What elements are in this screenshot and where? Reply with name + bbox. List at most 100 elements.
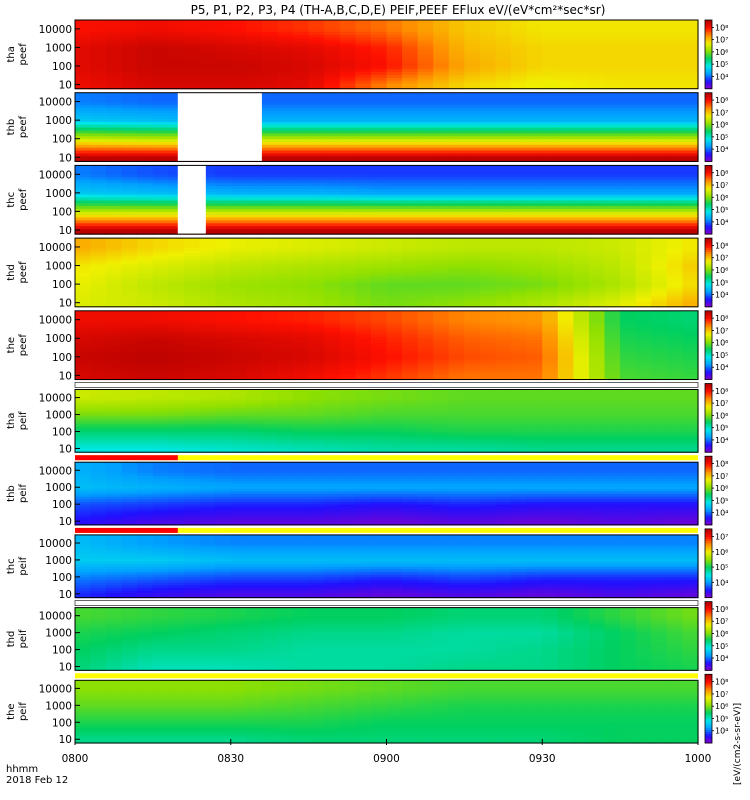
spectrogram-cell xyxy=(106,98,123,102)
spectrogram-cell xyxy=(464,54,481,58)
spectrogram-cell xyxy=(339,62,356,67)
spectrogram-cell xyxy=(324,71,341,75)
spectrogram-cell xyxy=(152,74,170,78)
spectrogram-cell xyxy=(386,40,403,44)
spectrogram-cell xyxy=(355,95,372,100)
spectrogram-cell xyxy=(433,68,450,73)
spectrogram-cell xyxy=(152,109,170,114)
spectrogram-cell xyxy=(386,121,403,125)
spectrogram-cell xyxy=(635,82,652,87)
spectrogram-cell xyxy=(293,20,310,24)
spectrogram-cell xyxy=(324,112,341,117)
spectrogram-cell xyxy=(479,48,497,53)
spectrogram-cell xyxy=(293,92,310,97)
spectrogram-cell xyxy=(542,85,559,90)
y-tick-label: 1000 xyxy=(45,261,72,273)
colorbar-tick-label: 10⁴ xyxy=(715,218,728,227)
spectrogram-cell xyxy=(90,51,107,55)
colorbar-tick-label: 10⁶ xyxy=(715,121,728,130)
spectrogram-cell xyxy=(137,77,154,81)
spectrogram-cell xyxy=(293,37,310,41)
spectrogram-cell xyxy=(370,138,388,142)
spectrogram-cell xyxy=(184,54,201,58)
colorbar-segment xyxy=(705,46,712,50)
spectrogram-cell xyxy=(137,54,154,58)
spectrogram-cell xyxy=(479,68,497,73)
spectrogram-cell xyxy=(666,51,684,55)
spectrogram-cell xyxy=(324,25,341,30)
spectrogram-cell xyxy=(386,37,403,41)
spectrogram-cell xyxy=(573,37,590,41)
spectrogram-cell xyxy=(604,82,621,87)
spectrogram-cell xyxy=(511,68,528,73)
spectrogram-cell xyxy=(573,51,590,55)
spectrogram-cell xyxy=(168,92,185,97)
spectrogram-cell xyxy=(635,92,652,97)
spectrogram-cell xyxy=(604,31,621,35)
spectrogram-cell xyxy=(339,121,356,125)
spectrogram-cell xyxy=(402,54,419,58)
spectrogram-cell xyxy=(355,54,372,58)
spectrogram-cell xyxy=(402,101,419,105)
spectrogram-cell xyxy=(370,107,388,111)
spectrogram-cell xyxy=(355,144,372,148)
spectrogram-cell xyxy=(277,34,294,38)
spectrogram-cell xyxy=(433,54,450,58)
spectrogram-cell xyxy=(324,98,341,102)
spectrogram-cell xyxy=(651,20,668,24)
spectrogram-cell xyxy=(121,65,138,70)
spectrogram-cell xyxy=(651,48,668,53)
spectrogram-cell xyxy=(308,45,325,50)
spectrogram-cell xyxy=(277,57,294,61)
spectrogram-cell xyxy=(355,135,372,140)
spectrogram-cell xyxy=(121,77,138,81)
spectrogram-cell xyxy=(620,85,637,90)
spectrogram-cell xyxy=(604,57,621,61)
spectrogram-cell xyxy=(339,144,356,148)
spectrogram-cell xyxy=(682,28,699,33)
spectrogram-cell xyxy=(370,85,388,90)
spectrogram-cell xyxy=(137,82,154,87)
spectrogram-cell xyxy=(293,127,310,131)
spectrogram-cell xyxy=(620,238,637,242)
spectrogram-cell xyxy=(417,28,434,33)
spectrogram-cell xyxy=(464,40,481,44)
spectrogram-cell xyxy=(152,68,170,73)
spectrogram-cell xyxy=(355,112,372,117)
spectrogram-cell xyxy=(199,34,216,38)
spectrogram-cell xyxy=(75,155,92,160)
spectrogram-cell xyxy=(339,54,356,58)
spectrogram-cell xyxy=(246,45,263,50)
spectrogram-cell xyxy=(355,57,372,61)
spectrogram-cell xyxy=(433,25,450,30)
spectrogram-cell xyxy=(106,138,123,142)
spectrogram-cell xyxy=(339,124,356,128)
spectrogram-cell xyxy=(293,129,310,134)
spectrogram-cell xyxy=(370,31,388,35)
spectrogram-cell xyxy=(402,141,419,145)
spectrogram-cell xyxy=(121,92,138,97)
spectrogram-cell xyxy=(666,85,684,90)
spectrogram-cell xyxy=(199,62,216,67)
spectrogram-cell xyxy=(168,141,185,145)
spectrogram-cell xyxy=(152,95,170,100)
spectrogram-cell xyxy=(90,28,107,33)
spectrogram-cell xyxy=(464,71,481,75)
spectrogram-cell xyxy=(324,37,341,41)
colorbar-segment xyxy=(705,73,712,76)
spectrogram-cell xyxy=(324,40,341,44)
spectrogram-cell xyxy=(168,127,185,131)
spectrogram-cell xyxy=(620,42,637,47)
spectrogram-cell xyxy=(588,48,606,53)
spectrogram-cell xyxy=(137,71,154,75)
spectrogram-cell xyxy=(682,37,699,41)
spectrogram-cell xyxy=(417,85,434,90)
spectrogram-cell xyxy=(433,165,450,169)
spectrogram-cell xyxy=(386,118,403,122)
spectrogram-cell xyxy=(106,141,123,145)
spectrogram-cell xyxy=(542,42,559,47)
spectrogram-cell xyxy=(152,107,170,111)
spectrogram-cell xyxy=(152,80,170,84)
spectrogram-cell xyxy=(168,149,185,154)
